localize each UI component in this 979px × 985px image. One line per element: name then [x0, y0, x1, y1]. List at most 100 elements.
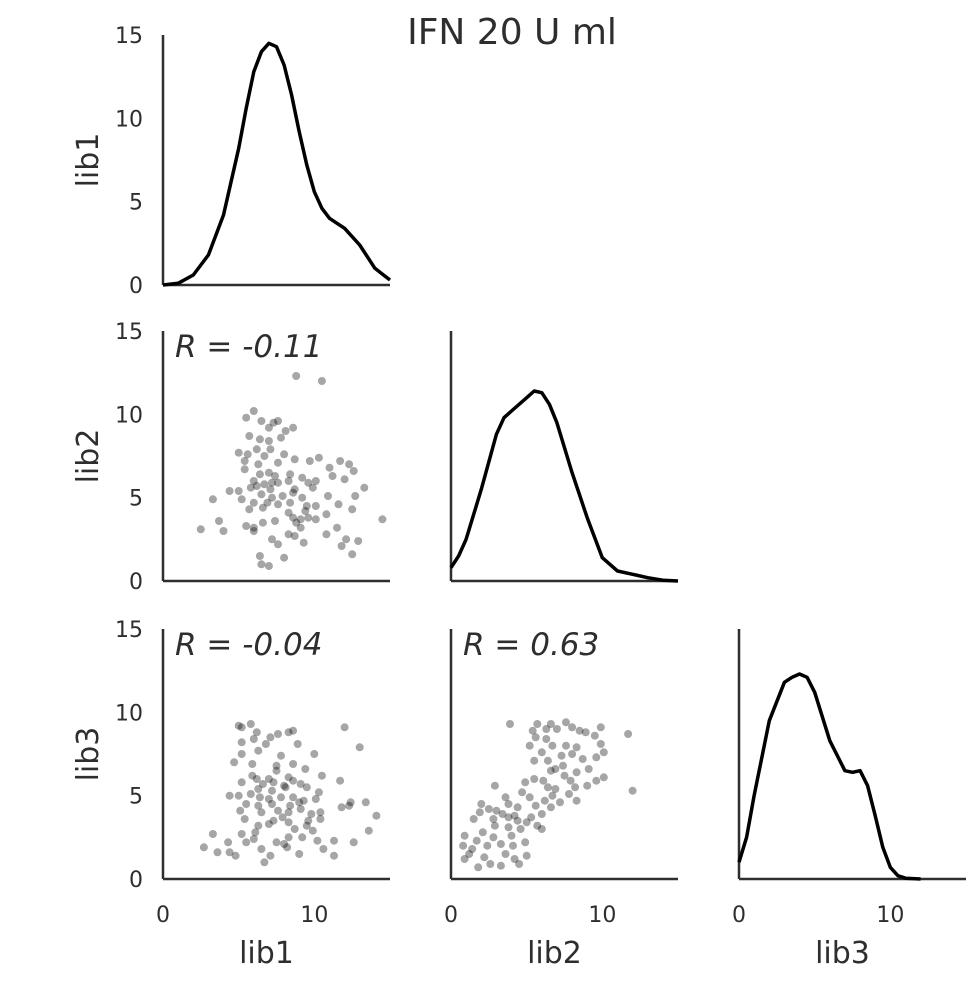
scatter-panel-lib1-lib2-ytick-label: 15: [115, 320, 143, 345]
scatter-point: [460, 831, 469, 840]
scatter-point: [292, 372, 301, 380]
scatter-point: [234, 791, 243, 800]
kde-panel-lib2: [449, 331, 679, 583]
scatter-point: [583, 781, 592, 790]
scatter-point: [628, 786, 637, 795]
scatter-point: [316, 815, 325, 823]
scatter-point: [277, 433, 285, 442]
scatter-point: [581, 728, 590, 737]
scatter-point: [521, 778, 530, 787]
scatter-point: [246, 720, 255, 728]
scatter-point: [566, 776, 575, 785]
kde-panel-lib2-density-line: [449, 389, 679, 583]
scatter-point: [272, 766, 281, 775]
scatter-point: [592, 776, 601, 785]
scatter-point: [537, 748, 546, 757]
scatter-point: [486, 860, 495, 868]
scatter-point: [274, 730, 282, 738]
scatter-point: [255, 435, 264, 444]
scatter-point: [330, 851, 338, 860]
scatter-point: [234, 721, 243, 730]
scatter-point: [490, 821, 499, 830]
scatter-point: [572, 796, 581, 805]
xtick-label-lib2: 10: [588, 903, 616, 928]
scatter-point: [258, 518, 267, 527]
scatter-point: [236, 806, 245, 815]
scatter-point: [324, 492, 332, 500]
scatter-point: [504, 800, 513, 808]
xtick-label-lib3: 10: [876, 903, 904, 928]
scatter-point: [328, 472, 337, 480]
scatter-point: [289, 423, 298, 432]
scatter-point: [546, 766, 555, 775]
x-axis-label-lib2: lib2: [527, 936, 582, 971]
scatter-point: [575, 726, 584, 735]
scatter-point: [263, 498, 272, 507]
xtick-label-lib3: 0: [732, 903, 746, 928]
scatter-point: [515, 860, 524, 868]
scatter-point: [572, 743, 581, 752]
scatter-point: [319, 845, 328, 853]
scatter-point: [289, 726, 298, 735]
scatter-point: [249, 498, 258, 507]
scatter-point: [274, 417, 282, 425]
scatter-point: [289, 760, 298, 768]
scatter-point: [314, 453, 323, 462]
scatter-point: [257, 808, 266, 817]
scatter-point: [295, 798, 304, 807]
scatter-point: [501, 850, 510, 858]
scatter-point: [304, 478, 313, 487]
scatter-point: [533, 821, 542, 830]
scatter-point: [590, 731, 599, 740]
scatter-point: [240, 815, 249, 823]
scatter-point: [281, 783, 290, 792]
scatter-point: [274, 458, 282, 467]
scatter-point: [355, 743, 364, 752]
scatter-point: [378, 515, 387, 524]
scatter-point: [242, 413, 251, 422]
scatter-point: [542, 735, 551, 743]
scatter-point: [249, 523, 258, 532]
scatter-point: [242, 800, 251, 808]
scatter-point: [572, 768, 581, 777]
scatter-point: [225, 487, 234, 495]
scatter-point: [460, 855, 469, 863]
scatter-point: [246, 790, 255, 798]
scatter-point: [548, 791, 557, 800]
scatter-point: [483, 841, 492, 850]
scatter-point: [264, 437, 273, 445]
scatter-point: [289, 793, 298, 802]
scatter-point: [268, 478, 276, 487]
scatter-point: [257, 845, 266, 853]
scatter-panel-lib1-lib3-ytick-label: 15: [115, 618, 143, 643]
scatter-point: [304, 513, 313, 522]
scatter-point: [281, 427, 290, 435]
scatter-point: [506, 720, 514, 728]
scatter-point: [257, 560, 266, 569]
scatter-point: [284, 833, 293, 842]
scatter-point: [298, 473, 307, 482]
scatter-point: [311, 477, 320, 485]
scatter-point: [278, 492, 287, 500]
kde-panel-lib1-ytick-label: 5: [129, 191, 143, 216]
scatter-point: [237, 495, 246, 504]
scatter-point: [264, 468, 273, 477]
scatter-point: [310, 750, 319, 758]
scatter-point: [225, 848, 234, 857]
scatter-point: [530, 775, 539, 783]
scatter-point: [557, 751, 566, 760]
scatter-point: [260, 858, 269, 867]
scatter-point: [296, 523, 305, 532]
scatter-point: [518, 788, 527, 797]
scatter-point: [305, 457, 314, 465]
scatter-point: [345, 460, 354, 469]
scatter-point: [492, 806, 501, 815]
scatter-point: [513, 803, 522, 812]
scatter-point: [272, 838, 281, 847]
scatter-panel-lib2-lib3: R = 0.63: [449, 627, 678, 881]
scatter-point: [301, 507, 310, 515]
scatter-point: [342, 535, 351, 544]
scatter-point: [240, 465, 249, 474]
scatter-point: [525, 793, 534, 802]
scatter-point: [372, 811, 381, 820]
